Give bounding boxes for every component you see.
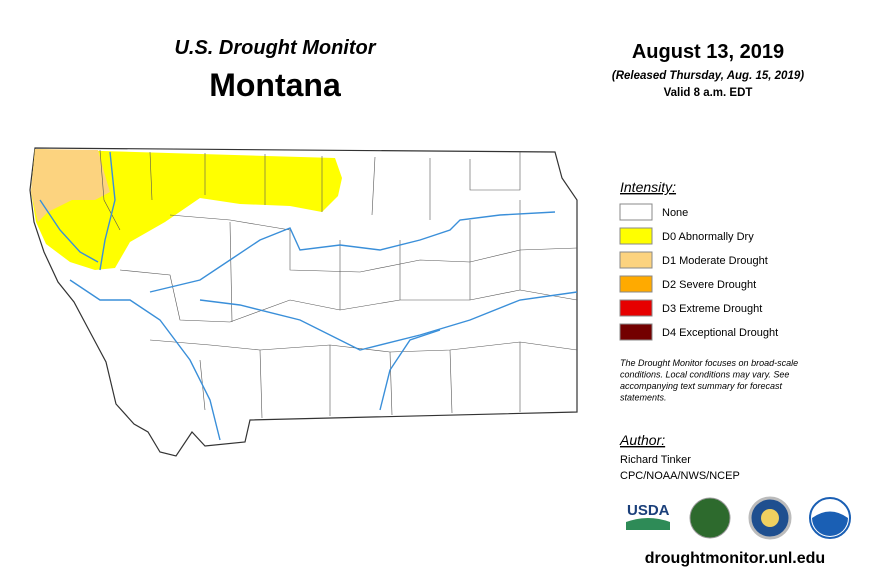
note-line: statements.: [620, 393, 667, 403]
usda-swoosh: [626, 518, 670, 530]
legend-swatch: [619, 203, 653, 221]
legend-label: D1 Moderate Drought: [662, 255, 768, 267]
author-name: Richard Tinker: [620, 454, 691, 466]
legend-label: None: [662, 207, 688, 219]
d1-area: [31, 149, 110, 222]
d0-area: [31, 149, 342, 270]
legend-swatch: [619, 275, 653, 293]
legend-swatch: [619, 251, 653, 269]
note-line: accompanying text summary for forecast: [620, 381, 783, 391]
rivers: [39, 151, 578, 441]
legend-swatch: [619, 323, 653, 341]
legend-label: D2 Severe Drought: [662, 279, 756, 291]
author-heading: Author:: [619, 432, 665, 448]
footer-url: droughtmonitor.unl.edu: [645, 550, 825, 567]
valid: Valid 8 a.m. EDT: [664, 87, 753, 99]
date: August 13, 2019: [632, 41, 784, 63]
legend: None D0 Abnormally Dry D1 Moderate Drought…: [619, 203, 778, 341]
legend-swatch: [619, 227, 653, 245]
logos: USDA: [626, 496, 851, 540]
noaa-logo-wave: [812, 511, 848, 536]
note-line: conditions. Local conditions may vary. S…: [620, 370, 789, 380]
note-line: The Drought Monitor focuses on broad-sca…: [620, 358, 798, 368]
legend-swatch: [619, 299, 653, 317]
state-map: [29, 147, 578, 457]
usda-logo: USDA: [627, 502, 670, 519]
legend-title: Intensity:: [620, 179, 676, 195]
legend-label: D3 Extreme Drought: [662, 303, 762, 315]
author-org: CPC/NOAA/NWS/NCEP: [620, 470, 740, 482]
released: (Released Thursday, Aug. 15, 2019): [612, 70, 804, 82]
ndmc-logo: [689, 497, 731, 539]
legend-label: D0 Abnormally Dry: [662, 231, 754, 243]
legend-label: D4 Exceptional Drought: [662, 327, 778, 339]
state-outline: [29, 147, 578, 457]
subtitle: U.S. Drought Monitor: [174, 37, 376, 59]
doc-logo-center: [761, 509, 779, 527]
legend-note: The Drought Monitor focuses on broad-sca…: [620, 358, 798, 403]
state-title: Montana: [209, 67, 341, 103]
